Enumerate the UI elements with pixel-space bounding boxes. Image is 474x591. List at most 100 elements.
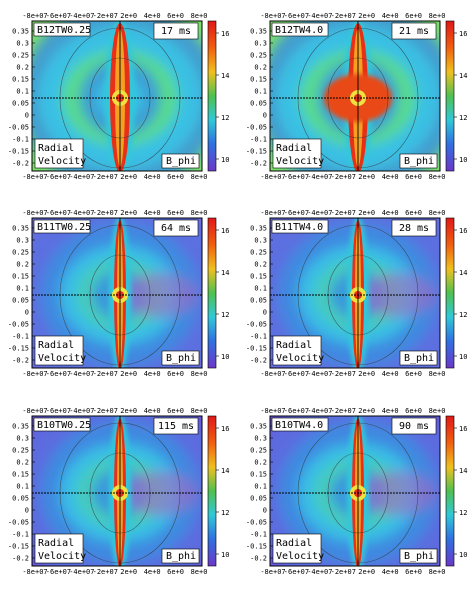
x-tick-label-top: 4e+0 [144,209,161,217]
y-tick-label: -0.05 [246,124,267,132]
x-tick-label-bottom: 4e+0 [382,370,399,378]
x-tick-label-top: 2e+0 [120,407,137,415]
label-box [161,350,200,366]
x-tick-label-top: 6e+0 [167,407,184,415]
y-tick-label: -0.2 [250,357,267,365]
x-tick-label-top: 2e+0 [358,209,375,217]
y-tick-label: 0.1 [16,483,29,491]
label-box [399,548,438,564]
x-tick-label-bottom: -6e+07 [46,173,71,181]
title-box [33,219,91,234]
y-tick-label: -0.15 [8,148,29,156]
y-tick-label: -0.2 [12,555,29,563]
title-text: B10TW4.0 [275,420,323,431]
colorbar-tick-label: 14 [221,467,229,475]
x-tick-label-top: 6e+0 [167,209,184,217]
x-tick-label-bottom: 8e+0 [429,173,446,181]
colorbar-tick-label: 10 [221,353,229,361]
colorbar-gradient [445,415,455,567]
label-box [34,335,84,366]
y-tick-label: 0 [25,112,29,120]
y-tick-label: -0.05 [8,124,29,132]
y-tick-label: 0.1 [254,483,267,491]
title-text: B11TW4.0 [275,222,323,233]
y-tick-label: 0.1 [254,88,267,96]
colorbar-tick-label: 14 [221,72,229,80]
label-text: B_phi [166,353,196,364]
x-tick-label-top: -8e+07 [260,12,285,20]
y-tick-label: -0.15 [246,543,267,551]
x-tick-label-top: -2e+07 [93,12,118,20]
title-box [33,417,91,432]
colorbar-tick-label: 14 [221,269,229,277]
x-tick-label-top: -8e+07 [260,209,285,217]
time-text: 64 ms [161,223,191,234]
label-text: B_phi [404,353,434,364]
left-quantity-label: Radial Velocity [34,138,86,169]
y-tick-label: 0 [263,112,267,120]
y-tick-label: 0.05 [12,495,29,503]
time-text: 21 ms [399,26,429,37]
x-tick-label-bottom: 8e+0 [191,370,208,378]
colorbar-tick-label: 16 [221,30,229,38]
label-line-2: Velocity [276,551,324,562]
label-line-1: Radial [276,143,312,154]
x-tick-label-bottom: 8e+0 [191,568,208,576]
colorbar: 16 14 12 10 [207,415,229,567]
y-tick-label: 0.3 [16,435,29,443]
y-tick-label: -0.15 [8,345,29,353]
left-quantity-label: Radial Velocity [272,138,324,169]
x-tick-label-bottom: -2e+07 [93,568,118,576]
time-box [153,417,199,435]
time-text: 115 ms [158,421,194,432]
colorbar-tick-label: 12 [221,114,229,122]
colorbar: 16 14 12 10 [207,217,229,369]
x-tick-label-bottom: -6e+07 [284,173,309,181]
x-tick-label-top: 4e+0 [382,209,399,217]
label-line-2: Velocity [38,156,86,167]
x-tick-label-top: -2e+07 [331,209,356,217]
chart-panel: 0.35 0.3 0.25 0.2 0.15 0.1 0.05 0 -0.05 -0.1 -0.15… [246,209,468,378]
x-tick-label-bottom: 2e+0 [120,370,137,378]
plot-frame [269,217,441,369]
colorbar-gradient [445,20,455,172]
time-text: 90 ms [399,421,429,432]
x-tick-label-bottom: 6e+0 [167,370,184,378]
x-tick-label-top: -6e+07 [284,407,309,415]
colorbar-tick-label: 16 [221,425,229,433]
x-tick-label-top: 8e+0 [429,209,446,217]
colorbar-tick-label: 16 [221,227,229,235]
y-tick-label: 0.2 [254,261,267,269]
x-tick-label-bottom: -4e+07 [307,370,332,378]
y-tick-label: -0.05 [246,519,267,527]
label-text: B_phi [166,551,196,562]
x-tick-label-bottom: 2e+0 [358,173,375,181]
colorbar-gradient [207,217,217,369]
y-tick-label: -0.1 [12,531,29,539]
x-tick-label-top: -6e+07 [46,12,71,20]
x-tick-label-top: 8e+0 [429,12,446,20]
right-quantity-label: B_phi [399,350,438,366]
left-quantity-label: Radial Velocity [34,335,86,366]
colorbar-tick-label: 10 [459,353,467,361]
time-text: 17 ms [161,26,191,37]
chart-panel: 0.35 0.3 0.25 0.2 0.15 0.1 0.05 0 -0.05 -0.1 -0.15… [246,407,468,576]
panel-title: B12TW4.0 [271,22,329,37]
x-tick-label-bottom: 2e+0 [358,568,375,576]
label-box [399,153,438,169]
x-tick-label-bottom: -6e+07 [284,568,309,576]
x-tick-label-top: -2e+07 [93,407,118,415]
x-tick-label-top: -4e+07 [69,209,94,217]
y-tick-label: -0.15 [246,345,267,353]
x-tick-label-bottom: 4e+0 [144,568,161,576]
time-readout: 64 ms [153,219,199,237]
x-tick-label-top: 8e+0 [191,209,208,217]
y-tick-label: 0 [25,507,29,515]
colorbar-tick-label: 16 [459,30,467,38]
y-tick-label: 0 [263,309,267,317]
right-quantity-label: B_phi [161,153,200,169]
x-tick-label-top: -8e+07 [260,407,285,415]
title-box [271,22,329,37]
y-tick-label: 0.3 [16,237,29,245]
chart-panel: 0.35 0.3 0.25 0.2 0.15 0.1 0.05 0 -0.05 -0.1 -0.15… [246,12,468,181]
